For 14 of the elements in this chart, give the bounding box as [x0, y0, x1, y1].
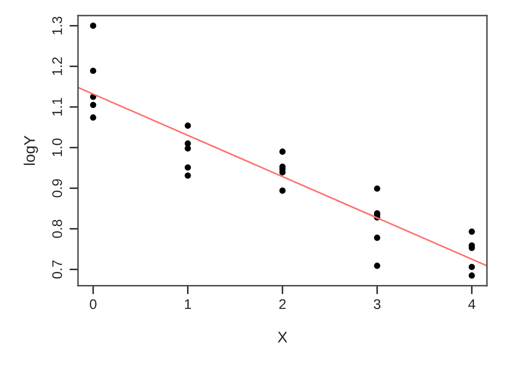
x-tick-label: 1 — [185, 299, 191, 309]
y-tick-label: 1.2 — [52, 57, 62, 75]
y-tick-label: 1.1 — [52, 98, 62, 116]
x-tick-label: 2 — [279, 299, 286, 309]
y-tick-label: 1.0 — [52, 138, 62, 156]
y-tick-label: 0.9 — [52, 179, 62, 198]
x-tick-label: 3 — [374, 299, 380, 310]
y-tick-label: 1.3 — [52, 16, 62, 34]
x-axis-title: X — [278, 332, 288, 342]
x-tick-label: 4 — [468, 299, 476, 309]
y-axis-title: logY — [24, 136, 38, 165]
y-tick-label: 0.8 — [52, 220, 62, 238]
y-tick-label: 0.7 — [52, 260, 62, 279]
x-tick-label: 0 — [90, 299, 96, 310]
